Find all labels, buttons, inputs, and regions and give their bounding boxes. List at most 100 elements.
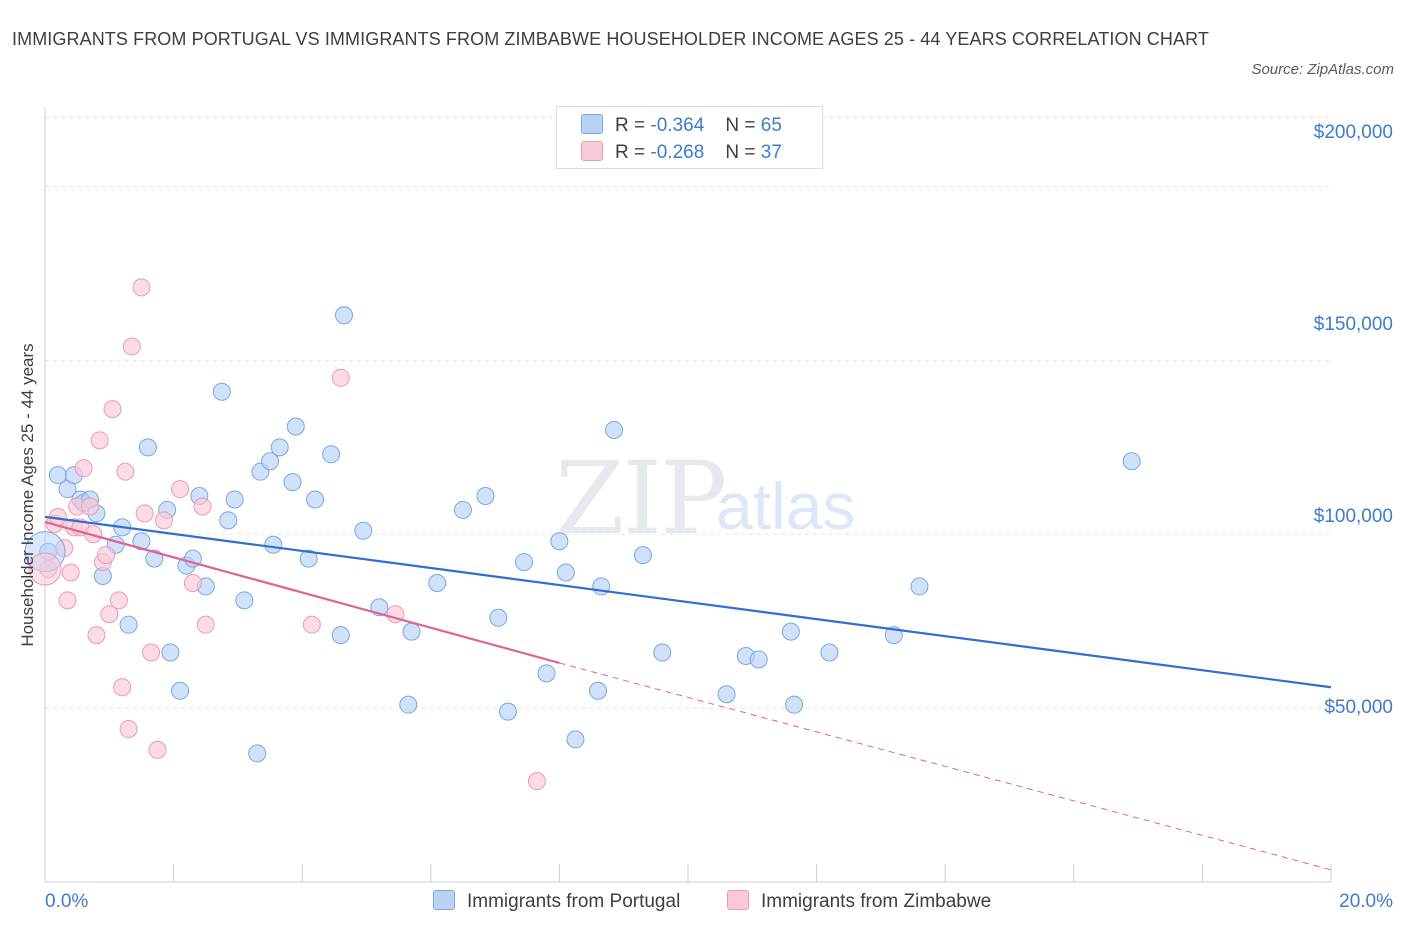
portugal-point [132, 532, 151, 551]
portugal-point [161, 643, 180, 662]
portugal-point [219, 511, 238, 530]
zimbabwe-point [183, 573, 202, 592]
watermark-atlas: atlas [716, 469, 856, 543]
portugal-point [566, 730, 585, 749]
bottom-legend-swatch-zimbabwe [727, 890, 749, 910]
zimbabwe-point [527, 772, 546, 791]
portugal-point [550, 532, 569, 551]
source-label: Source: ZipAtlas.com [1251, 61, 1394, 78]
portugal-point [428, 573, 447, 592]
zimbabwe-point [331, 368, 350, 387]
zimbabwe-point [193, 497, 212, 516]
portugal-point [248, 744, 267, 763]
legend-r-value: -0.364 [650, 115, 705, 136]
portugal-point [261, 452, 280, 471]
zimbabwe-point [90, 431, 109, 450]
zimbabwe-point [103, 400, 122, 419]
zimbabwe-point [61, 563, 80, 582]
zimbabwe-point [135, 504, 154, 523]
legend-n-value: 65 [760, 115, 782, 136]
portugal-point [717, 685, 736, 704]
zimbabwe-point [142, 643, 161, 662]
zimbabwe-point [58, 591, 77, 610]
portugal-point [633, 546, 652, 565]
legend-n-value: 37 [760, 142, 782, 163]
legend-swatch-zimbabwe [581, 141, 603, 161]
zimbabwe-point [119, 720, 138, 738]
chart-title: IMMIGRANTS FROM PORTUGAL VS IMMIGRANTS F… [12, 29, 1209, 49]
portugal-point [515, 553, 534, 572]
portugal-point [354, 521, 373, 540]
portugal-point [749, 650, 768, 669]
zimbabwe-point [171, 480, 190, 499]
portugal-point [119, 615, 138, 634]
watermark-zip: ZIP [555, 440, 727, 557]
portugal-point [212, 382, 231, 401]
legend-r-label: R = [615, 115, 646, 136]
zimbabwe-point [113, 678, 132, 697]
portugal-point [785, 695, 804, 714]
portugal-point [306, 490, 325, 509]
x-tick-label-min: 0.0% [45, 891, 89, 912]
portugal-point [910, 577, 929, 596]
bottom-legend-label-portugal: Immigrants from Portugal [467, 891, 681, 912]
portugal-point [171, 681, 190, 700]
y-tick-label-50000: $50,000 [1324, 697, 1393, 718]
zimbabwe-point [116, 462, 135, 481]
zimbabwe-point [154, 511, 173, 530]
legend-row-zimbabwe: R = -0.268 N = 37 [581, 141, 782, 163]
portugal-point [270, 438, 289, 457]
portugal-point [299, 549, 318, 568]
zimbabwe-point [122, 337, 141, 356]
portugal-point [556, 563, 575, 582]
y-axis-label: Householder Income Ages 25 - 44 years [18, 343, 37, 647]
portugal-point [322, 445, 341, 464]
portugal-point [820, 643, 839, 662]
zimbabwe-point [74, 459, 93, 478]
portugal-point [653, 643, 672, 662]
zimbabwe-point [196, 615, 215, 634]
y-tick-label-150000: $150,000 [1313, 314, 1393, 335]
portugal-point [1122, 452, 1141, 471]
legend-r-label: R = [615, 142, 646, 163]
portugal-point [235, 591, 254, 610]
portugal-point [399, 695, 418, 714]
portugal-trend-line [44, 515, 1332, 689]
portugal-point [476, 487, 495, 506]
portugal-point [225, 490, 244, 509]
zimbabwe-point [109, 591, 128, 610]
zimbabwe-point [28, 552, 62, 586]
portugal-point [498, 702, 517, 721]
portugal-point [402, 622, 421, 641]
portugal-point [489, 608, 508, 627]
portugal-point [453, 500, 472, 519]
zimbabwe-point [302, 615, 321, 634]
portugal-point [283, 473, 302, 492]
portugal-point [781, 622, 800, 641]
zimbabwe-point [132, 278, 151, 297]
legend-r-value: -0.268 [650, 142, 705, 163]
portugal-point [537, 664, 556, 683]
correlation-legend: R = -0.364 N = 65 R = -0.268 N = 37 [556, 106, 823, 169]
legend-swatch-portugal [581, 114, 603, 134]
zimbabwe-point [81, 497, 100, 516]
portugal-point [605, 420, 624, 439]
y-tick-label-100000: $100,000 [1313, 506, 1393, 527]
bottom-legend-portugal: Immigrants from Portugal [433, 890, 680, 913]
zimbabwe-point [97, 546, 116, 565]
legend-n-label: N = [725, 142, 756, 163]
zimbabwe-point [100, 605, 119, 624]
bottom-legend-swatch-portugal [433, 890, 455, 910]
portugal-point [588, 681, 607, 700]
x-tick-label-max: 20.0% [1339, 891, 1393, 912]
legend-n-label: N = [725, 115, 756, 136]
bottom-legend-label-zimbabwe: Immigrants from Zimbabwe [761, 891, 992, 912]
portugal-point [138, 438, 157, 457]
zimbabwe-trend-line-extension [559, 662, 1332, 871]
legend-row-portugal: R = -0.364 N = 65 [581, 114, 782, 136]
portugal-point [334, 306, 353, 325]
y-tick-label-200000: $200,000 [1313, 122, 1393, 143]
zimbabwe-point [87, 626, 106, 645]
zimbabwe-trend-line [44, 521, 560, 664]
portugal-point [264, 535, 283, 554]
